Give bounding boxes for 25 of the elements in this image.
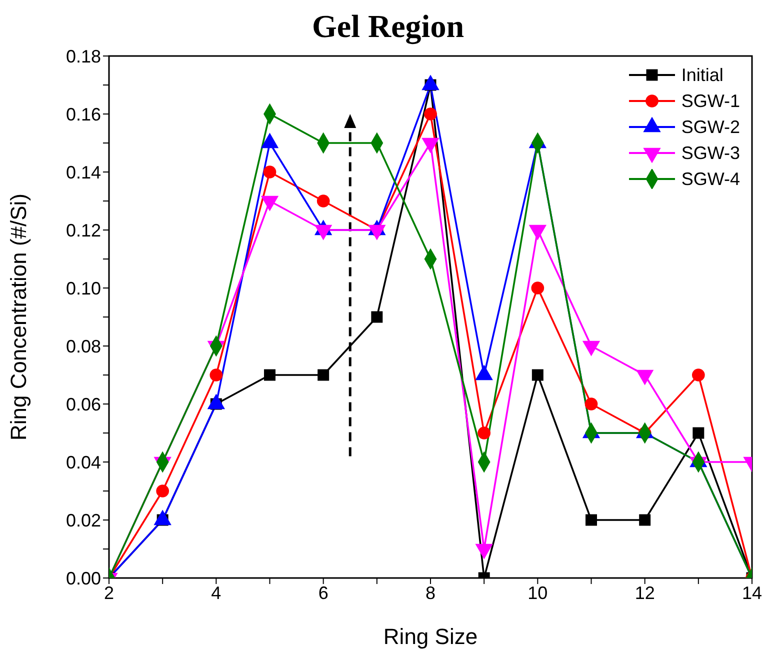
y-tick-label: 0.12 — [66, 220, 101, 240]
x-tick-label: 12 — [634, 582, 655, 603]
y-axis-title: Ring Concentration (#/Si) — [6, 193, 31, 441]
y-tick-label: 0.18 — [66, 46, 101, 66]
legend-label: SGW-2 — [681, 116, 740, 138]
legend-label: SGW-3 — [681, 142, 740, 164]
y-tick-label: 0.02 — [66, 510, 101, 530]
x-tick-label: 8 — [425, 582, 436, 603]
y-tick-label: 0.04 — [66, 452, 101, 472]
x-tick-label: 6 — [318, 582, 328, 603]
x-axis-title: Ring Size — [383, 624, 478, 649]
legend-label: SGW-4 — [681, 168, 740, 190]
y-tick-label: 0.00 — [66, 568, 101, 588]
chart-title: Gel Region — [311, 8, 465, 46]
x-tick-label: 14 — [742, 582, 762, 603]
legend-label: Initial — [681, 64, 724, 86]
y-tick-label: 0.08 — [66, 336, 101, 356]
legend-label: SGW-1 — [681, 90, 740, 112]
x-tick-label: 2 — [104, 582, 114, 603]
y-tick-label: 0.14 — [66, 162, 101, 182]
y-tick-label: 0.16 — [66, 104, 101, 124]
y-tick-label: 0.10 — [66, 278, 101, 298]
y-tick-label: 0.06 — [66, 394, 101, 414]
x-tick-label: 10 — [528, 582, 548, 603]
x-tick-label: 4 — [211, 582, 222, 603]
